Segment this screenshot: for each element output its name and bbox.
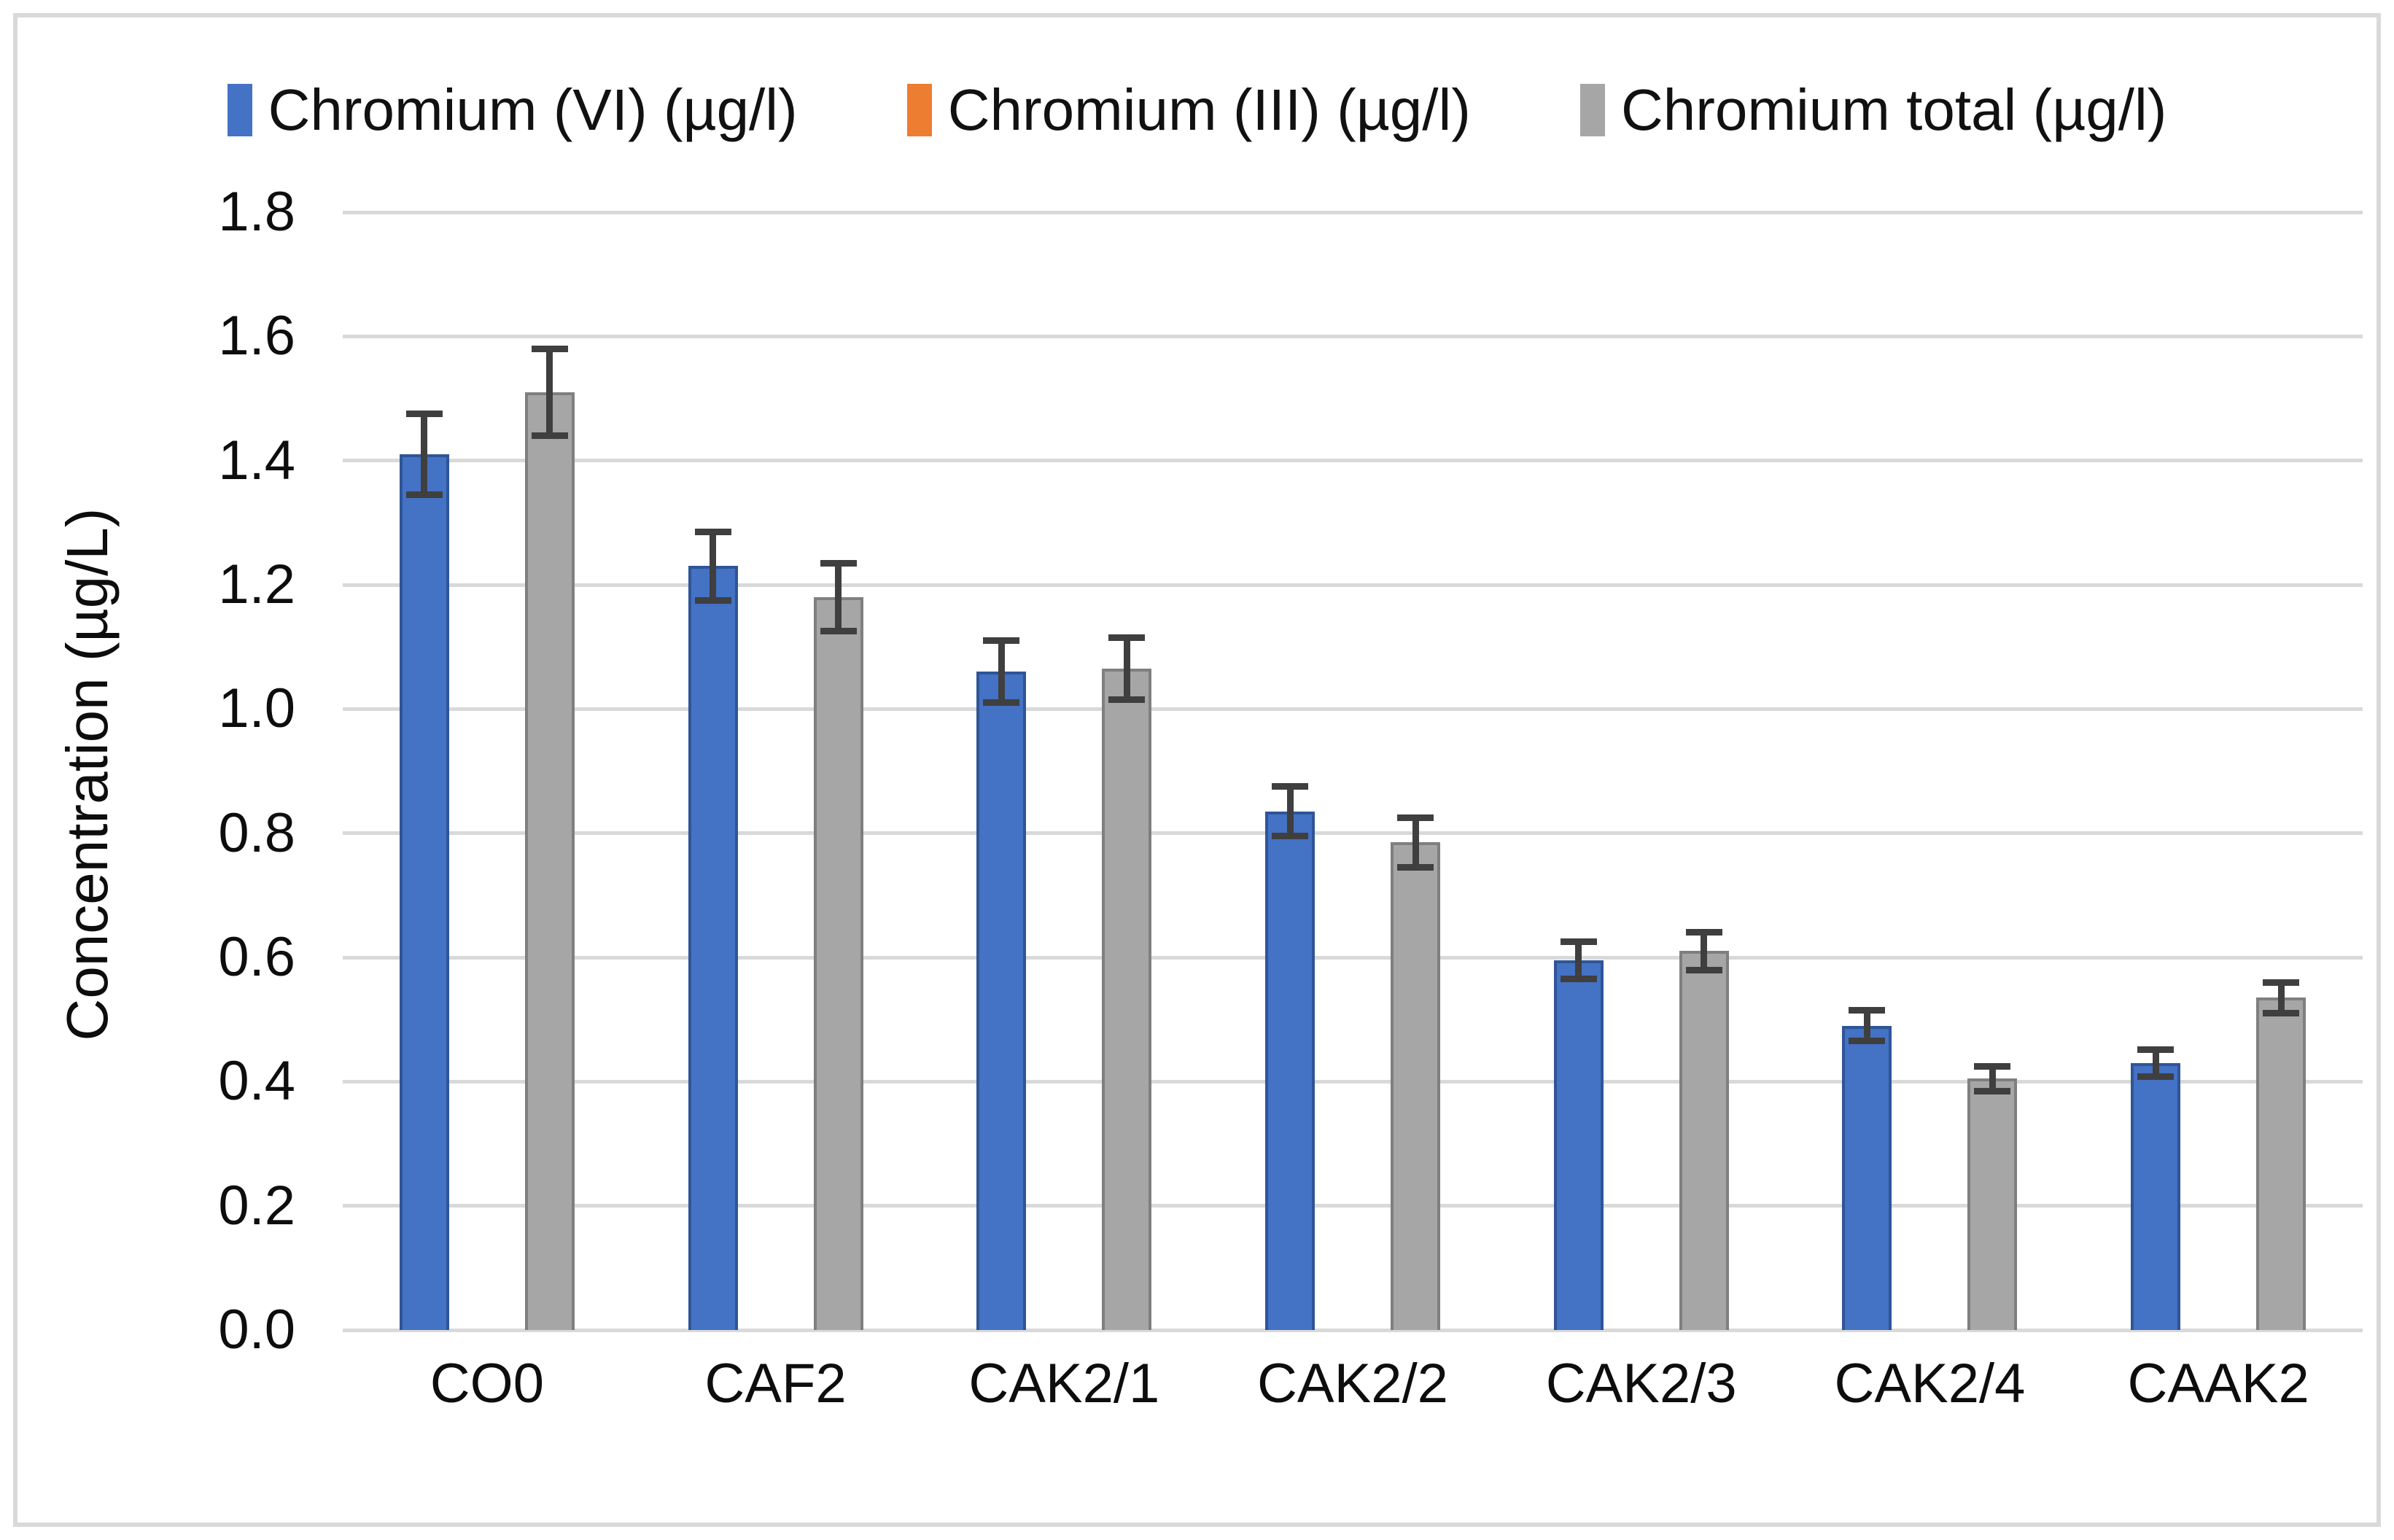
x-axis-label-CAK2/2: CAK2/2 <box>1257 1353 1448 1415</box>
bar-chromium-total-CAK2/1-error-cap-top <box>1108 634 1146 641</box>
bar-chromium-total-CAF2-error-cap-top <box>820 559 857 567</box>
bar-chromium-total-CAK2/3-error-bar <box>1701 932 1708 971</box>
bar-chromium-vi-CAK2/1-error-cap-top <box>983 637 1020 645</box>
y-tick-label-0.0: 0.0 <box>218 1299 295 1361</box>
bar-chromium-vi-CAF2 <box>688 566 738 1330</box>
bar-chromium-total-CAK2/2-error-cap-bottom <box>1397 864 1434 871</box>
legend-swatch-chromium-iii-icon <box>906 84 932 136</box>
legend-item-chromium-vi: Chromium (VI) (µg/l) <box>227 77 798 142</box>
legend-label-chromium-vi: Chromium (VI) (µg/l) <box>268 77 798 142</box>
bar-chromium-total-CAK2/2-error-cap-top <box>1397 814 1434 821</box>
bar-chromium-vi-CAF2-error-cap-top <box>694 529 731 536</box>
bar-chromium-vi-CO0-error-cap-top <box>405 411 443 418</box>
bar-chromium-vi-CAK2/3-error-cap-bottom <box>1560 976 1597 983</box>
x-axis-label-CO0: CO0 <box>430 1353 544 1415</box>
legend-item-chromium-iii: Chromium (III) (µg/l) <box>906 77 1471 142</box>
bar-chromium-total-CAK2/1-error-bar <box>1123 637 1130 700</box>
bar-chromium-total-CAAK2-error-bar <box>2277 982 2285 1014</box>
y-tick-label-1.0: 1.0 <box>218 677 295 740</box>
bar-chromium-vi-CAK2/2-error-cap-top <box>1272 783 1308 790</box>
bar-chromium-total-CAK2/1-error-cap-bottom <box>1108 696 1146 704</box>
bar-chromium-total-CAF2-error-cap-bottom <box>820 628 857 635</box>
bar-chromium-vi-CO0-error-bar <box>421 413 428 495</box>
bar-chromium-vi-CAK2/4 <box>1842 1025 1892 1330</box>
gridline-y-0.8 <box>343 831 2363 836</box>
bar-chromium-total-CAF2-error-bar <box>835 563 842 631</box>
y-tick-label-1.6: 1.6 <box>218 305 295 368</box>
bar-chromium-total-CAK2/3 <box>1679 951 1729 1330</box>
x-axis-label-CAF2: CAF2 <box>704 1353 847 1415</box>
y-tick-label-0.4: 0.4 <box>218 1050 295 1113</box>
gridline-y-0.6 <box>343 955 2363 960</box>
bar-chromium-vi-CAK2/4-error-cap-bottom <box>1849 1038 1886 1045</box>
bar-chromium-total-CAK2/3-error-cap-bottom <box>1685 966 1722 973</box>
bar-chromium-vi-CAAK2 <box>2131 1062 2181 1330</box>
bar-chromium-vi-CAK2/4-error-cap-top <box>1849 1006 1886 1014</box>
bar-chromium-total-CAAK2 <box>2256 998 2306 1330</box>
bar-chromium-total-CO0-error-cap-top <box>531 345 568 352</box>
legend: Chromium (VI) (µg/l) Chromium (III) (µg/… <box>0 79 2394 141</box>
legend-label-chromium-iii: Chromium (III) (µg/l) <box>947 77 1471 142</box>
gridline-y-0.2 <box>343 1204 2363 1208</box>
bar-chromium-total-CAK2/1 <box>1102 668 1152 1330</box>
y-axis-title: Concentration (µg/L) <box>55 508 120 1041</box>
x-axis-label-CAK2/3: CAK2/3 <box>1545 1353 1737 1415</box>
bar-chromium-total-CAK2/3-error-cap-top <box>1685 929 1722 936</box>
y-tick-label-0.6: 0.6 <box>218 926 295 988</box>
bar-chromium-vi-CAK2/3-error-cap-top <box>1560 938 1597 946</box>
x-axis-label-CAK2/4: CAK2/4 <box>1834 1353 2026 1415</box>
bar-chromium-total-CO0-error-cap-bottom <box>531 432 568 440</box>
bar-chromium-vi-CO0 <box>399 454 449 1330</box>
legend-item-chromium-total: Chromium total (µg/l) <box>1579 77 2167 142</box>
x-axis-label-CAK2/1: CAK2/1 <box>968 1353 1160 1415</box>
bar-chromium-vi-CAK2/4-error-bar <box>1863 1010 1870 1041</box>
bar-chromium-vi-CAK2/3 <box>1553 960 1604 1330</box>
bar-chromium-vi-CAK2/1 <box>976 672 1027 1330</box>
gridline-y-1.0 <box>343 707 2363 711</box>
bar-chromium-vi-CAAK2-error-cap-top <box>2137 1046 2175 1053</box>
bar-chromium-vi-CAK2/1-error-cap-bottom <box>983 699 1020 707</box>
bar-chromium-total-CAK2/2 <box>1391 842 1440 1330</box>
legend-swatch-chromium-total-icon <box>1579 84 1605 136</box>
bar-chromium-vi-CAF2-error-cap-bottom <box>694 596 731 604</box>
chart-outer-border <box>13 13 2381 1527</box>
y-tick-label-1.2: 1.2 <box>218 553 295 615</box>
gridline-y-1.8 <box>343 210 2363 214</box>
bar-chromium-vi-CO0-error-cap-bottom <box>405 491 443 498</box>
bar-chromium-vi-CAAK2-error-cap-bottom <box>2137 1073 2175 1081</box>
y-tick-label-0.8: 0.8 <box>218 801 295 864</box>
bar-chromium-total-CAK2/4 <box>1967 1078 2018 1330</box>
bar-chromium-vi-CAK2/2 <box>1265 811 1315 1330</box>
gridline-y-0.4 <box>343 1079 2363 1084</box>
x-axis-label-CAAK2: CAAK2 <box>2127 1353 2309 1415</box>
bar-chromium-vi-CAK2/1-error-bar <box>998 640 1005 703</box>
bar-chromium-total-CO0-error-bar <box>546 349 553 436</box>
bar-chromium-total-CAK2/2-error-bar <box>1412 817 1419 868</box>
bar-chromium-vi-CAAK2-error-bar <box>2152 1049 2159 1077</box>
bar-chromium-total-CO0 <box>524 392 575 1330</box>
legend-swatch-chromium-vi-icon <box>227 84 252 136</box>
gridline-y-1.4 <box>343 459 2363 463</box>
legend-label-chromium-total: Chromium total (µg/l) <box>1620 77 2167 142</box>
bar-chromium-vi-CAK2/2-error-bar <box>1286 786 1294 836</box>
bar-chromium-total-CAK2/4-error-cap-top <box>1974 1062 2011 1070</box>
gridline-y-1.2 <box>343 583 2363 587</box>
bar-chromium-vi-CAK2/2-error-cap-bottom <box>1272 833 1308 840</box>
gridline-y-1.6 <box>343 334 2363 338</box>
bar-chromium-total-CAAK2-error-cap-bottom <box>2263 1010 2300 1017</box>
gridline-y-0.0 <box>343 1328 2363 1332</box>
y-tick-label-1.4: 1.4 <box>218 429 295 491</box>
bar-chromium-total-CAAK2-error-cap-top <box>2263 979 2300 986</box>
bar-chromium-total-CAF2 <box>813 597 863 1330</box>
bar-chromium-vi-CAK2/3-error-bar <box>1575 941 1582 979</box>
bar-chromium-total-CAK2/4-error-cap-bottom <box>1974 1087 2011 1094</box>
bar-chromium-total-CAK2/4-error-bar <box>1989 1066 1996 1092</box>
bar-chromium-vi-CAF2-error-bar <box>710 532 717 601</box>
y-tick-label-1.8: 1.8 <box>218 181 295 243</box>
y-tick-label-0.2: 0.2 <box>218 1174 295 1237</box>
